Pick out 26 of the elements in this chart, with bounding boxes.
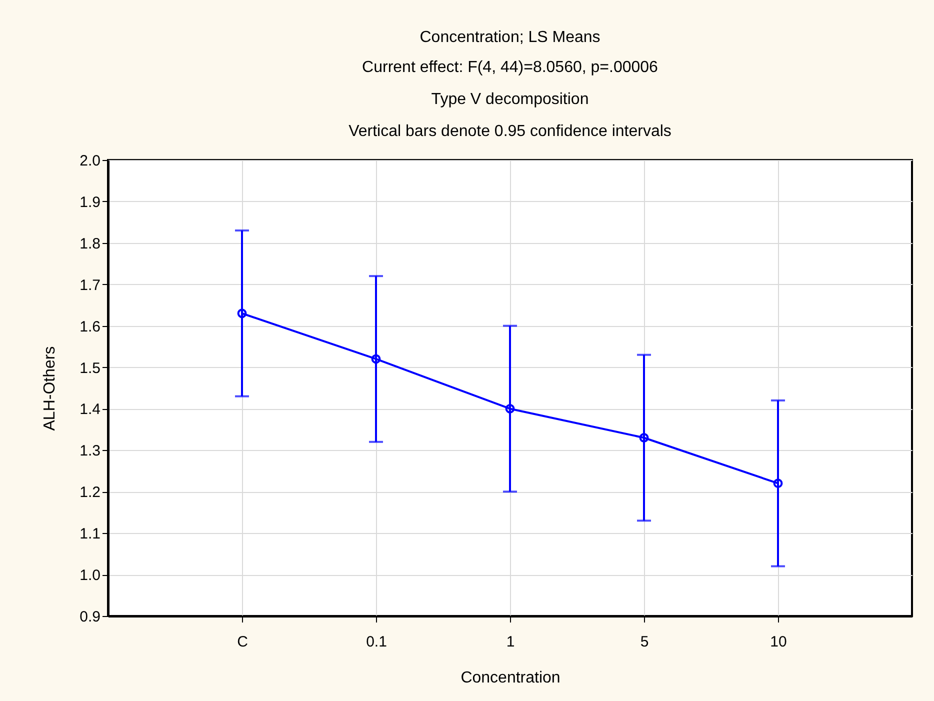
y-axis-title: ALH-Others (42, 346, 59, 431)
y-tick-label: 1.8 (80, 235, 100, 252)
x-tick-label: 10 (770, 634, 787, 650)
y-tick-label: 1.1 (80, 526, 100, 543)
point (505, 404, 515, 414)
x-tick-label: C (237, 634, 248, 650)
x-axis-title: Concentration (460, 670, 560, 686)
x-tick-label: 5 (640, 634, 649, 650)
y-tick-label: 1.6 (80, 318, 100, 336)
chart-title: Concentration; LS Means (420, 29, 600, 46)
point (371, 354, 381, 364)
y-tick-label: 1.9 (80, 194, 100, 211)
y-tick-label: 2.0 (80, 152, 100, 170)
y-tick-label: 1.4 (80, 401, 100, 418)
chart-subtitle: Current effect: F(4, 44)=8.0560, p=.00006 (362, 59, 658, 76)
y-tick-label: 1.3 (80, 442, 100, 460)
text: Type V decomposition (431, 91, 589, 108)
point (639, 433, 649, 442)
y-tick-label: 1.5 (80, 360, 100, 377)
x-tick-label: 1 (506, 634, 515, 650)
text: Vertical bars denote 0.95 confidence intervals (348, 123, 672, 140)
y-tick-label: 1.2 (80, 484, 100, 502)
x-tick-label: 0.1 (366, 634, 387, 650)
y-tick-label: 0.9 (80, 608, 100, 626)
y-tick-label: 1.7 (80, 276, 100, 294)
y-tick-label: 1.0 (80, 567, 100, 584)
